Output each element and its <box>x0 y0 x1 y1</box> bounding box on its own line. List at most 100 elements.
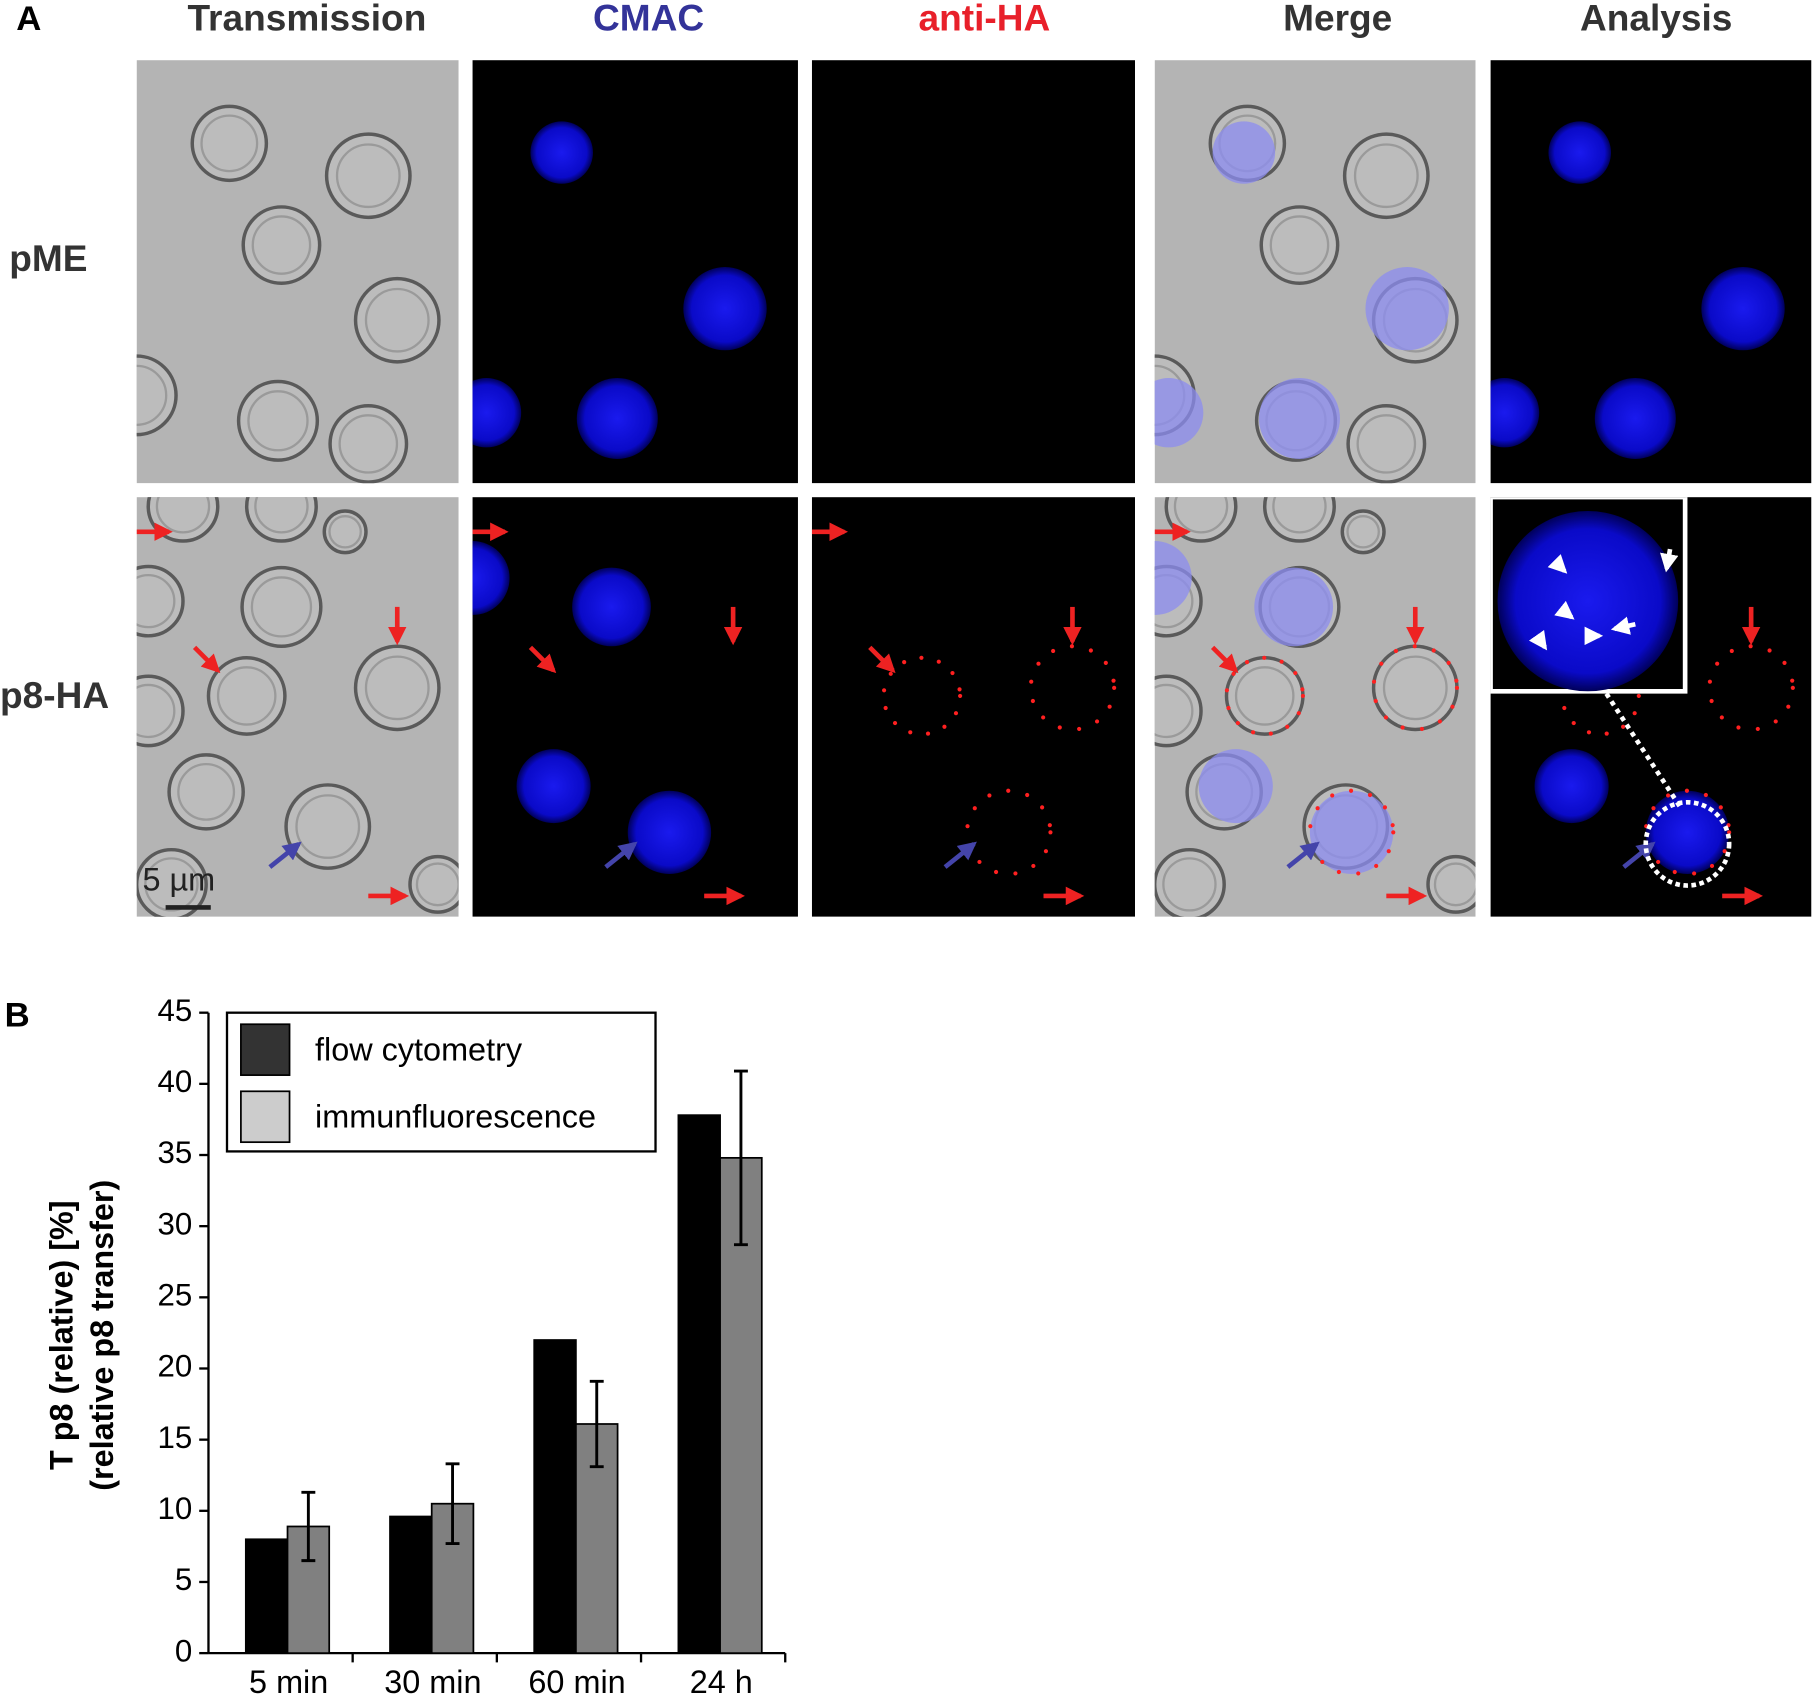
bar <box>430 1502 475 1655</box>
cell <box>408 854 459 914</box>
cell <box>1262 497 1336 543</box>
signal-dot <box>1367 792 1373 798</box>
signal-dot <box>1782 660 1787 665</box>
cell <box>353 276 441 364</box>
signal-dot <box>1391 830 1396 835</box>
arrow <box>1210 645 1239 674</box>
signal-dot <box>1656 859 1661 865</box>
signal-dot <box>1709 698 1714 704</box>
y-tick-label: 25 <box>157 1278 192 1313</box>
signal-dot <box>1006 788 1011 793</box>
cell-inner <box>338 414 399 474</box>
signal-dot <box>1030 698 1035 704</box>
y-tick-label: 30 <box>157 1206 192 1241</box>
signal-dot <box>908 730 913 735</box>
cell-inner <box>1272 497 1327 534</box>
cell-inner <box>364 655 430 721</box>
row-label: pME <box>9 237 87 279</box>
signal-dot <box>1666 793 1671 798</box>
signal-dot <box>1250 730 1256 735</box>
chart: 0 5 10 15 20 25 30 35 40 45 T p8 (relative) [%] (re… <box>43 993 787 1700</box>
zoom-link <box>1604 692 1684 811</box>
signal-dot <box>1755 726 1760 732</box>
cell <box>1259 205 1340 285</box>
micrograph <box>811 497 1135 917</box>
bar <box>677 1114 721 1655</box>
signal-dot <box>1450 704 1455 709</box>
cell-inner <box>136 364 168 426</box>
cell <box>136 674 185 748</box>
cell <box>240 565 323 648</box>
row-label: p8-HA <box>0 674 109 716</box>
signal-dot <box>1729 648 1734 654</box>
inset-cell <box>1497 510 1679 692</box>
signal-dot <box>888 671 893 676</box>
x-tick-label: 5 min <box>249 1664 328 1700</box>
stained-cell <box>1701 267 1785 351</box>
cell-inner <box>1234 666 1295 726</box>
signal-dot <box>1231 671 1236 676</box>
cell-inner <box>1173 497 1229 534</box>
column-header: Analysis <box>1580 0 1732 39</box>
error-bar <box>301 1490 316 1563</box>
cell-inner <box>247 390 309 452</box>
micrograph <box>1490 60 1812 484</box>
y-tick-label: 15 <box>157 1420 192 1455</box>
cell-inner <box>200 114 259 173</box>
scale-bar-label: 5 µm <box>142 862 215 898</box>
arrow <box>1622 841 1656 869</box>
signal-dot <box>1382 805 1388 810</box>
signal-dot <box>1103 660 1108 665</box>
signal-dot <box>1419 726 1425 732</box>
signal-dot <box>1636 693 1641 699</box>
signal-dot <box>1703 792 1708 798</box>
signal-dot <box>1308 824 1313 829</box>
signal-dot <box>1786 704 1791 709</box>
arrow <box>268 841 302 869</box>
legend-label: flow cytometry <box>315 1032 523 1068</box>
signal-dot <box>1431 648 1436 653</box>
inset-arrow <box>1528 629 1548 651</box>
signal-dot <box>1383 715 1389 720</box>
arrow <box>528 645 557 674</box>
signal-dot <box>1040 805 1045 810</box>
cell-inner <box>335 143 401 209</box>
signal-dot <box>1036 661 1041 666</box>
cell <box>1342 132 1430 220</box>
cell <box>353 644 441 732</box>
signal-dot <box>1262 655 1267 660</box>
signal-dot <box>1336 869 1341 875</box>
signal-dot <box>972 806 977 811</box>
signal-dot <box>953 711 959 716</box>
signal-dot <box>1296 711 1301 716</box>
micrograph <box>136 497 459 917</box>
cell-inner <box>144 857 199 912</box>
micrograph <box>472 60 798 484</box>
column-header: Transmission <box>187 0 426 39</box>
x-tick-label: 60 min <box>528 1664 625 1700</box>
inset-arrow <box>1610 616 1636 635</box>
micrograph <box>1154 60 1476 484</box>
cell-inner <box>216 666 277 726</box>
y-tick-label: 0 <box>175 1633 192 1668</box>
cell <box>241 205 322 285</box>
signal-dot <box>1767 648 1772 653</box>
signal-dot <box>1048 830 1053 835</box>
cell <box>136 564 185 638</box>
signal-dot <box>1356 871 1361 876</box>
cell <box>167 753 245 831</box>
signal-dot <box>1790 678 1795 683</box>
signal-dot <box>883 705 888 711</box>
signal-dot <box>977 859 982 865</box>
y-tick-label: 35 <box>157 1135 192 1170</box>
signal-dot <box>1235 720 1240 726</box>
signal-dot <box>987 793 992 798</box>
inset-arrow <box>1547 554 1568 574</box>
signal-dot <box>1736 725 1741 730</box>
stained-cell <box>683 267 767 351</box>
cell-inner <box>415 862 459 907</box>
signal-dot <box>1094 719 1100 724</box>
y-tick-label: 10 <box>157 1491 192 1526</box>
cell <box>1426 854 1476 914</box>
signal-dot <box>1400 725 1405 730</box>
